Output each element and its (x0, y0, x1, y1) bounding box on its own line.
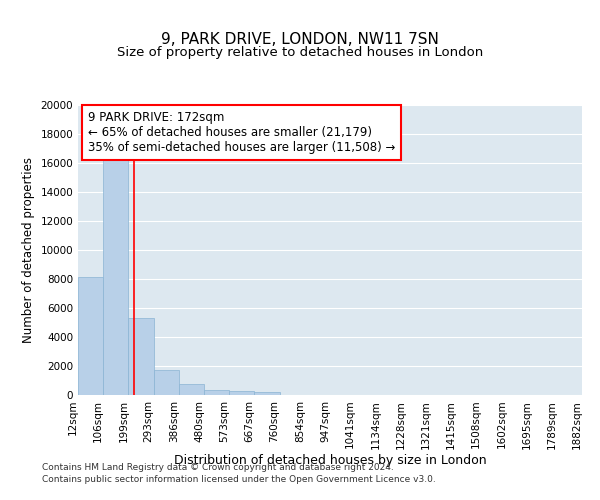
Text: Contains HM Land Registry data © Crown copyright and database right 2024.: Contains HM Land Registry data © Crown c… (42, 464, 394, 472)
Bar (78, 277, 103, 395)
Text: 9, PARK DRIVE, LONDON, NW11 7SN: 9, PARK DRIVE, LONDON, NW11 7SN (161, 32, 439, 48)
Text: 9 PARK DRIVE: 172sqm
← 65% of detached houses are smaller (21,179)
35% of semi-d: 9 PARK DRIVE: 172sqm ← 65% of detached h… (88, 111, 395, 154)
Text: Size of property relative to detached houses in London: Size of property relative to detached ho… (117, 46, 483, 59)
Bar (128, 318, 154, 395)
Y-axis label: Number of detached properties: Number of detached properties (22, 157, 35, 343)
X-axis label: Distribution of detached houses by size in London: Distribution of detached houses by size … (173, 454, 487, 467)
Text: Contains public sector information licensed under the Open Government Licence v3: Contains public sector information licen… (42, 475, 436, 484)
Bar (103, 156, 128, 395)
Bar (254, 392, 280, 395)
Bar (229, 392, 254, 395)
Bar (154, 370, 179, 395)
Bar (204, 390, 229, 395)
Bar (179, 384, 204, 395)
